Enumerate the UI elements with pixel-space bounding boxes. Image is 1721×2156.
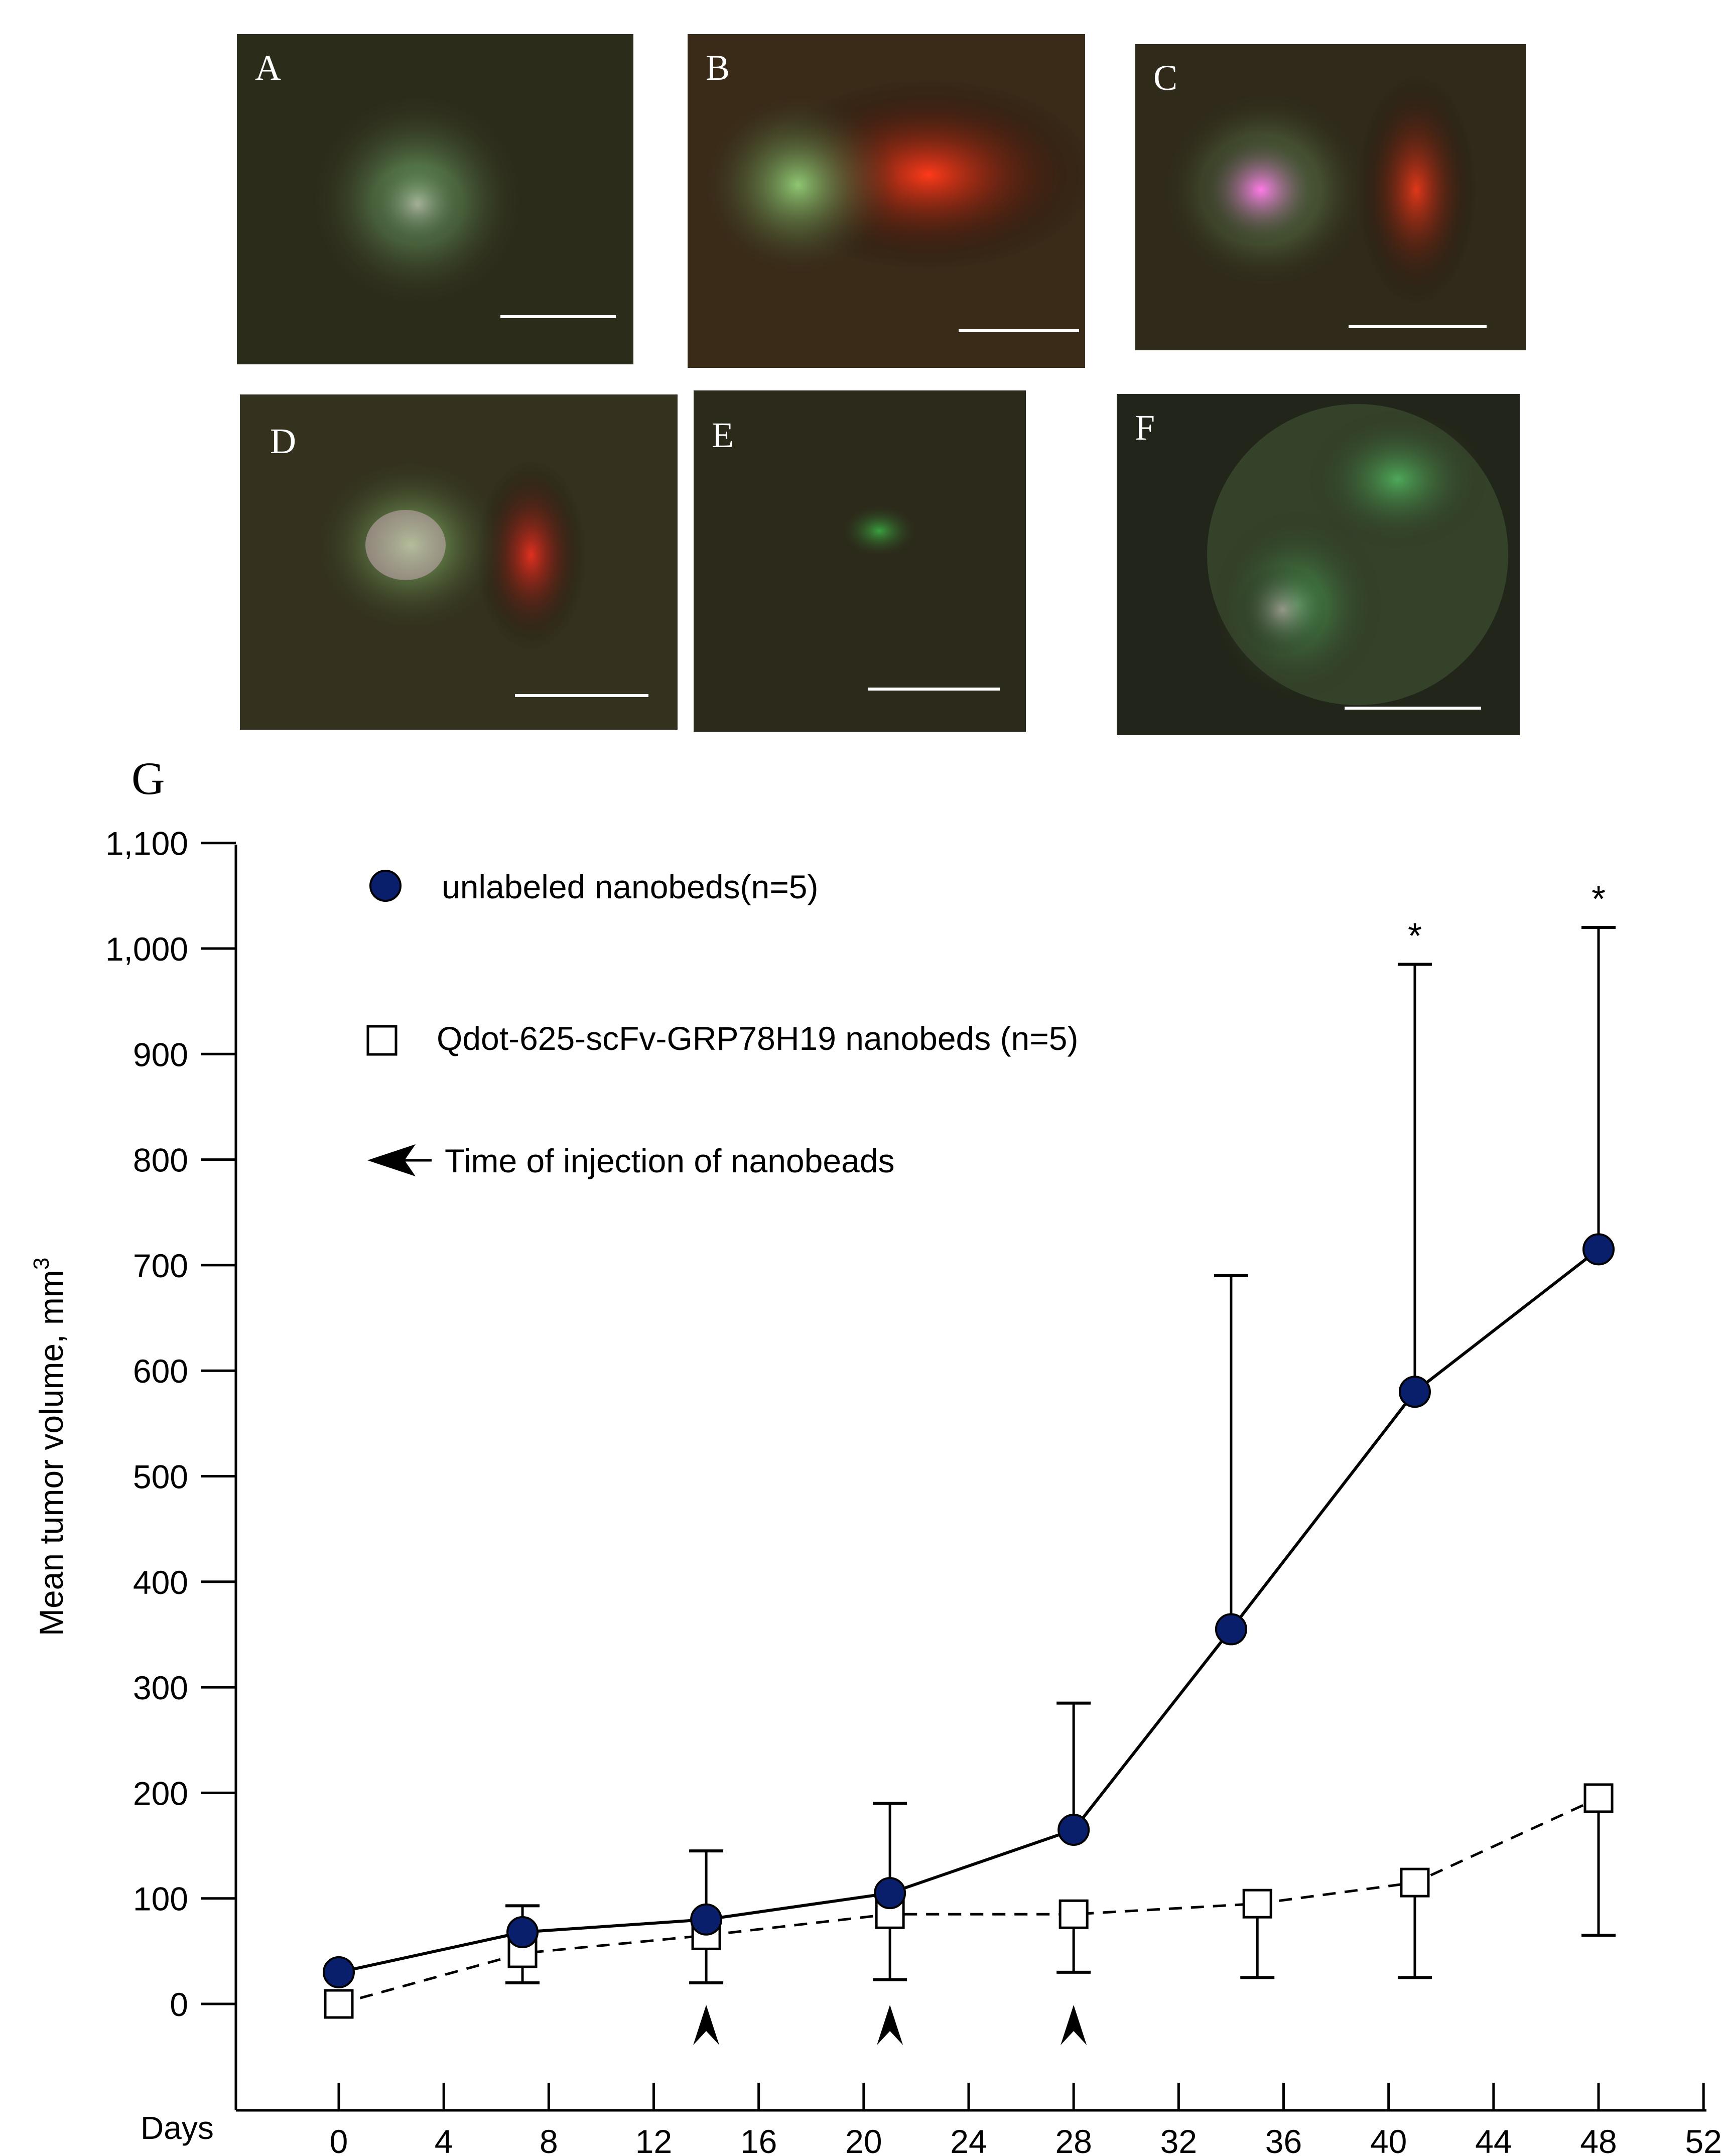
y-tick-label: 600 xyxy=(133,1353,188,1390)
series-unlabeled-point xyxy=(1582,1233,1615,1266)
e-background xyxy=(694,390,1026,732)
micrograph-panel-c: C xyxy=(1135,44,1526,350)
y-tick-label: 900 xyxy=(133,1036,188,1073)
x-tick-label: 24 xyxy=(950,2123,987,2156)
micrograph-panel-e: E xyxy=(694,390,1026,732)
panel-label-b: B xyxy=(706,48,730,88)
micrograph-panel-a: A xyxy=(237,34,633,364)
scale-bar-e xyxy=(868,688,1000,691)
panel-label-d: D xyxy=(270,421,296,461)
micrograph-e-image xyxy=(694,390,1026,732)
x-tick-label: 44 xyxy=(1475,2123,1512,2156)
micrograph-panel-d: D xyxy=(240,394,678,730)
y-tick-label: 700 xyxy=(133,1247,188,1284)
micrograph-b-image xyxy=(688,34,1085,368)
legend-injection-label: Time of injection of nanobeads xyxy=(445,1142,894,1179)
y-tick-label: 100 xyxy=(133,1880,188,1918)
series-qdot-point xyxy=(1400,1867,1430,1898)
y-tick-label: 200 xyxy=(133,1775,188,1812)
legend-unlabeled-marker xyxy=(369,870,402,902)
scale-bar-b xyxy=(959,329,1079,332)
x-tick-label: 16 xyxy=(740,2123,777,2156)
series-qdot-point xyxy=(1583,1783,1614,1813)
series-unlabeled-point xyxy=(506,1916,539,1948)
y-tick-label: 400 xyxy=(133,1564,188,1601)
legend-unlabeled-label: unlabeled nanobeds(n=5) xyxy=(442,868,818,905)
significance-asterisk: * xyxy=(1592,879,1606,919)
injection-arrowhead xyxy=(877,2005,903,2045)
series-unlabeled-point xyxy=(1057,1814,1090,1846)
injection-arrowhead xyxy=(1061,2005,1087,2045)
series-unlabeled-point xyxy=(1215,1613,1247,1646)
y-axis-label: Mean tumor volume, mm3 xyxy=(29,1258,70,1636)
x-tick-label: 0 xyxy=(330,2123,348,2156)
micrograph-a-image xyxy=(237,34,633,364)
significance-asterisk: * xyxy=(1408,916,1422,957)
micrograph-d-image xyxy=(240,394,678,730)
tumor-volume-chart: G 0 100 200 300 400 500 600 700 800 900 1,000 1,100 0… xyxy=(29,753,1721,2156)
series-qdot-point xyxy=(324,1989,354,2019)
x-tick-label: 48 xyxy=(1580,2123,1617,2156)
x-axis-label: Days xyxy=(141,2110,214,2146)
series-unlabeled-point xyxy=(323,1956,355,1988)
injection-arrowhead xyxy=(693,2005,720,2045)
x-tick-label: 40 xyxy=(1370,2123,1407,2156)
scale-bar-d xyxy=(515,694,648,697)
series-qdot-point xyxy=(1058,1899,1089,1929)
legend-qdot-marker xyxy=(366,1025,398,1056)
series-qdot-point xyxy=(1242,1889,1272,1919)
micrograph-c-image xyxy=(1135,44,1526,350)
x-tick-label: 52 xyxy=(1685,2123,1721,2156)
scale-bar-f xyxy=(1345,707,1481,710)
series-unlabeled-point xyxy=(1398,1376,1431,1408)
x-tick-label: 20 xyxy=(845,2123,882,2156)
series-qdot-line xyxy=(338,1797,1600,2005)
y-tick-label: 300 xyxy=(133,1669,188,1706)
y-axis-label-superscript: 3 xyxy=(29,1258,54,1270)
y-tick-label: 0 xyxy=(170,1986,188,2023)
series-unlabeled-line xyxy=(338,1248,1600,1974)
series-unlabeled-point xyxy=(690,1903,723,1936)
x-tick-label: 32 xyxy=(1160,2123,1197,2156)
y-tick-label: 500 xyxy=(133,1458,188,1496)
x-tick-label: 8 xyxy=(540,2123,558,2156)
panel-label-a: A xyxy=(255,48,281,88)
panel-label-c: C xyxy=(1153,58,1178,98)
scale-bar-c xyxy=(1349,325,1487,328)
x-tick-label: 28 xyxy=(1055,2123,1092,2156)
panel-label-e: E xyxy=(712,415,734,455)
legend-qdot-label: Qdot-625-scFv-GRP78H19 nanobeds (n=5) xyxy=(437,1020,1079,1057)
y-tick-label: 1,000 xyxy=(105,930,188,968)
micrograph-panel-b: B xyxy=(688,34,1085,368)
x-tick-label: 36 xyxy=(1265,2123,1302,2156)
micrograph-panel-f: F xyxy=(1117,394,1520,735)
legend-injection-arrowhead xyxy=(367,1144,416,1176)
chart-panel-label: G xyxy=(131,753,165,804)
x-tick-label: 12 xyxy=(635,2123,672,2156)
y-tick-label: 1,100 xyxy=(105,825,188,862)
scale-bar-a xyxy=(500,315,616,318)
x-tick-label: 4 xyxy=(435,2123,453,2156)
y-tick-label: 800 xyxy=(133,1142,188,1179)
series-unlabeled-point xyxy=(874,1877,906,1910)
micrograph-f-image xyxy=(1117,394,1520,735)
panel-label-f: F xyxy=(1135,408,1155,448)
